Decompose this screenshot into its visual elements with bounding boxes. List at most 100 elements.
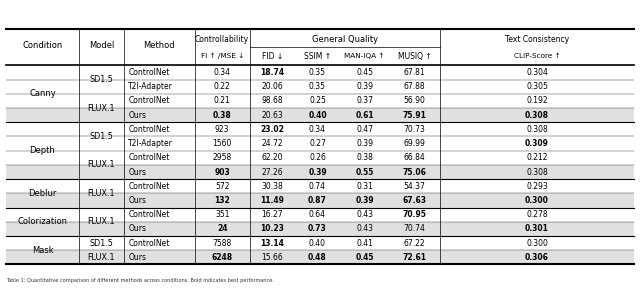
Text: 66.84: 66.84 (404, 153, 426, 162)
Text: 67.22: 67.22 (404, 239, 426, 248)
Text: 0.34: 0.34 (309, 125, 326, 134)
Text: 0.293: 0.293 (526, 182, 548, 191)
Text: FID ↓: FID ↓ (262, 52, 283, 61)
Text: 0.40: 0.40 (309, 239, 326, 248)
Text: 18.74: 18.74 (260, 68, 284, 77)
Text: ControlNet: ControlNet (128, 125, 170, 134)
Text: ControlNet: ControlNet (128, 153, 170, 162)
Text: Method: Method (143, 41, 175, 50)
Text: 0.304: 0.304 (526, 68, 548, 77)
Text: 20.63: 20.63 (262, 111, 284, 120)
Text: FLUX.1: FLUX.1 (88, 217, 115, 226)
Text: 69.99: 69.99 (404, 139, 426, 148)
Text: 72.61: 72.61 (403, 253, 427, 262)
Text: 13.14: 13.14 (260, 239, 284, 248)
Text: 0.21: 0.21 (214, 97, 230, 105)
Text: 67.88: 67.88 (404, 82, 426, 91)
Text: 572: 572 (215, 182, 229, 191)
Text: 0.38: 0.38 (356, 153, 373, 162)
Text: SD1.5: SD1.5 (90, 75, 113, 84)
Text: 70.73: 70.73 (404, 125, 426, 134)
Text: 0.40: 0.40 (308, 111, 327, 120)
Text: 0.212: 0.212 (526, 153, 548, 162)
Text: T2I-Adapter: T2I-Adapter (128, 82, 173, 91)
Text: 30.38: 30.38 (262, 182, 284, 191)
Text: 0.306: 0.306 (525, 253, 549, 262)
Text: Model: Model (89, 41, 114, 50)
Text: FLUX.1: FLUX.1 (88, 103, 115, 112)
Text: 1560: 1560 (212, 139, 232, 148)
Text: T2I-Adapter: T2I-Adapter (128, 139, 173, 148)
Text: 70.74: 70.74 (404, 224, 426, 234)
Text: ControlNet: ControlNet (128, 182, 170, 191)
Text: 54.37: 54.37 (404, 182, 426, 191)
Text: 24: 24 (217, 224, 227, 234)
Text: 0.45: 0.45 (355, 253, 374, 262)
Text: 70.95: 70.95 (403, 210, 427, 219)
Text: 0.47: 0.47 (356, 125, 373, 134)
Text: SD1.5: SD1.5 (90, 132, 113, 141)
Text: 0.192: 0.192 (526, 97, 548, 105)
Text: 67.81: 67.81 (404, 68, 426, 77)
Text: 0.300: 0.300 (526, 239, 548, 248)
Text: 0.39: 0.39 (308, 168, 327, 177)
Text: ControlNet: ControlNet (128, 210, 170, 219)
Text: 27.26: 27.26 (262, 168, 283, 177)
Text: FLUX.1: FLUX.1 (88, 189, 115, 198)
Text: ControlNet: ControlNet (128, 97, 170, 105)
Text: 16.27: 16.27 (262, 210, 283, 219)
Text: 75.06: 75.06 (403, 168, 427, 177)
Text: Ours: Ours (128, 111, 146, 120)
Text: 0.41: 0.41 (356, 239, 373, 248)
Text: Condition: Condition (22, 41, 63, 50)
Text: MUSIQ ↑: MUSIQ ↑ (398, 52, 431, 61)
Text: 0.305: 0.305 (526, 82, 548, 91)
Text: 0.43: 0.43 (356, 210, 373, 219)
Text: 23.02: 23.02 (260, 125, 284, 134)
Text: 0.87: 0.87 (308, 196, 327, 205)
Text: 0.301: 0.301 (525, 224, 549, 234)
Text: FI ↑ /MSE ↓: FI ↑ /MSE ↓ (200, 53, 244, 59)
Text: 903: 903 (214, 168, 230, 177)
Text: Ours: Ours (128, 253, 146, 262)
Text: 0.48: 0.48 (308, 253, 327, 262)
Text: 0.308: 0.308 (526, 125, 548, 134)
Text: ControlNet: ControlNet (128, 239, 170, 248)
Text: Canny: Canny (29, 89, 56, 98)
Text: 0.26: 0.26 (309, 153, 326, 162)
Text: Ours: Ours (128, 168, 146, 177)
Text: SD1.5: SD1.5 (90, 239, 113, 248)
Text: 56.90: 56.90 (404, 97, 426, 105)
Text: 0.278: 0.278 (526, 210, 548, 219)
Text: 62.20: 62.20 (262, 153, 283, 162)
Text: CLIP-Score ↑: CLIP-Score ↑ (514, 53, 561, 59)
Text: 67.63: 67.63 (403, 196, 427, 205)
Text: General Quality: General Quality (312, 35, 378, 44)
Text: 0.73: 0.73 (308, 224, 327, 234)
Text: Text Consistency: Text Consistency (505, 35, 569, 44)
Text: MAN-IQA ↑: MAN-IQA ↑ (344, 53, 385, 59)
Text: 0.74: 0.74 (309, 182, 326, 191)
Text: Ours: Ours (128, 224, 146, 234)
Text: 0.61: 0.61 (355, 111, 374, 120)
Text: 0.37: 0.37 (356, 97, 373, 105)
Text: 0.55: 0.55 (355, 168, 374, 177)
Text: 0.38: 0.38 (212, 111, 232, 120)
Text: 0.27: 0.27 (309, 139, 326, 148)
Text: 0.31: 0.31 (356, 182, 373, 191)
Text: 0.25: 0.25 (309, 97, 326, 105)
Text: 0.64: 0.64 (309, 210, 326, 219)
Text: Deblur: Deblur (28, 189, 57, 198)
Text: 0.300: 0.300 (525, 196, 549, 205)
Text: 0.39: 0.39 (355, 196, 374, 205)
Text: 11.49: 11.49 (260, 196, 284, 205)
Text: 0.35: 0.35 (309, 68, 326, 77)
Text: 2958: 2958 (212, 153, 232, 162)
Text: 75.91: 75.91 (403, 111, 427, 120)
Text: 0.39: 0.39 (356, 139, 373, 148)
Text: 20.06: 20.06 (262, 82, 284, 91)
Text: 0.45: 0.45 (356, 68, 373, 77)
Text: SSIM ↑: SSIM ↑ (304, 52, 331, 61)
Text: 24.72: 24.72 (262, 139, 283, 148)
Text: 923: 923 (215, 125, 229, 134)
